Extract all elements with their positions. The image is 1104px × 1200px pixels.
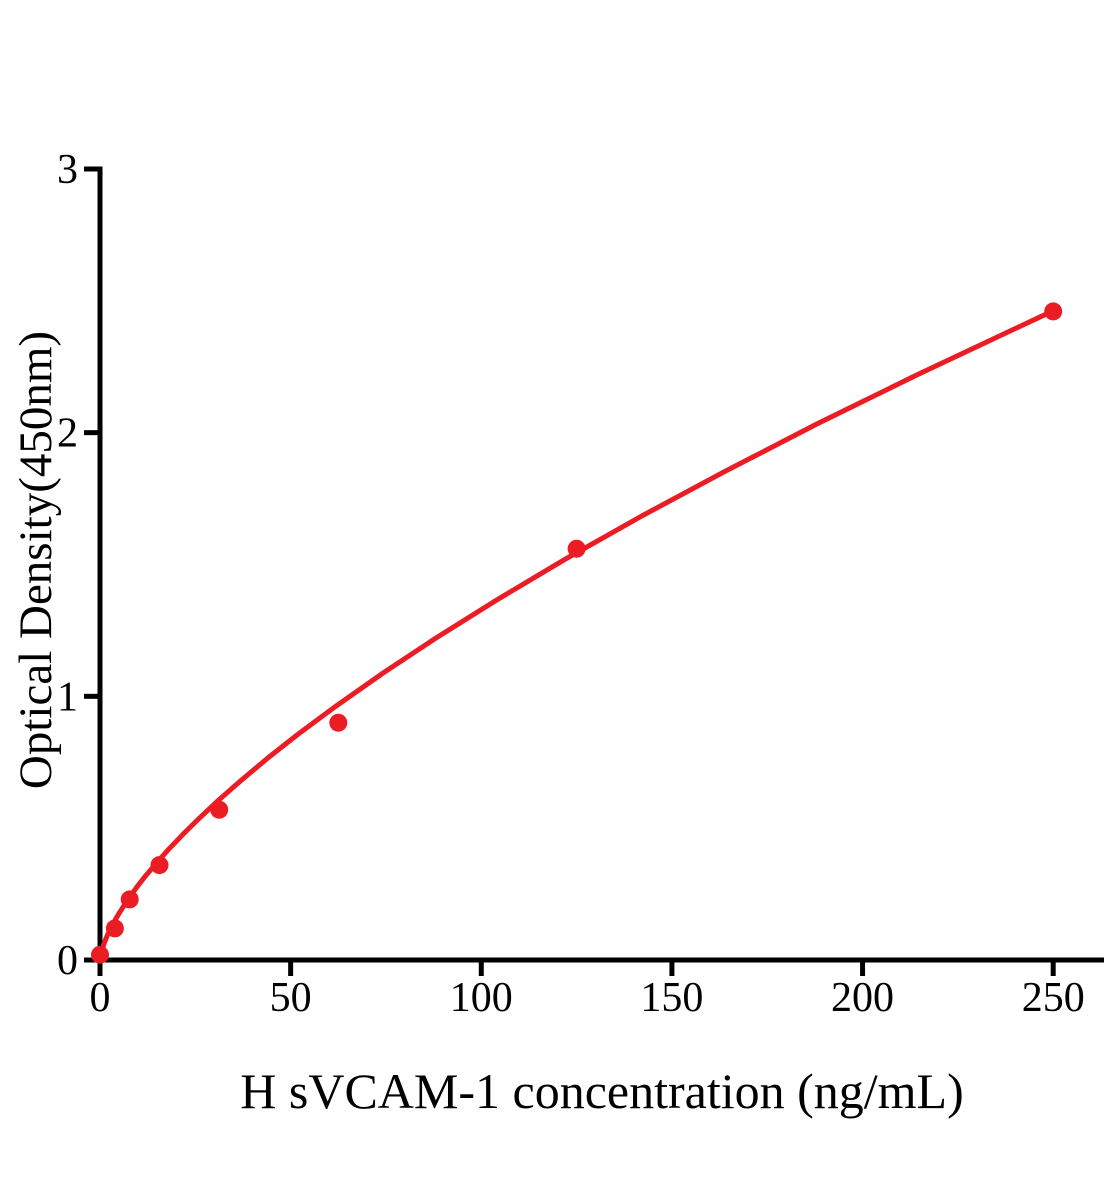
- y-tick-label: 0: [57, 938, 78, 984]
- x-tick-label: 200: [831, 975, 894, 1021]
- x-tick-label: 0: [90, 975, 111, 1021]
- data-point: [150, 856, 169, 875]
- data-point: [120, 890, 139, 909]
- y-tick-label: 2: [57, 411, 78, 457]
- x-tick-label: 150: [640, 975, 703, 1021]
- data-point: [329, 713, 348, 732]
- data-point: [105, 919, 124, 938]
- x-tick-label: 50: [270, 975, 312, 1021]
- x-tick-label: 100: [450, 975, 513, 1021]
- data-point: [91, 945, 109, 964]
- x-tick-label: 250: [1022, 975, 1085, 1021]
- data-point: [567, 539, 586, 558]
- x-axis-title: H sVCAM-1 concentration (ng/mL): [240, 1063, 964, 1119]
- y-axis-title: Optical Density(450nm): [10, 330, 62, 790]
- data-point: [1044, 302, 1063, 321]
- standard-curve-line: [97, 308, 1056, 962]
- y-tick-label: 1: [57, 674, 78, 720]
- data-point: [210, 800, 229, 819]
- y-tick-label: 3: [57, 147, 78, 193]
